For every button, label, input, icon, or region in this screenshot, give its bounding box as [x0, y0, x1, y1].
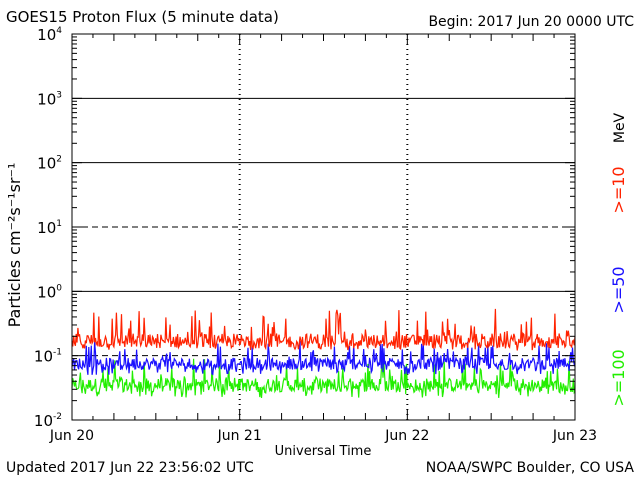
x-tick-label: Jun 23 [552, 428, 597, 444]
legend-unit: MeV [612, 112, 628, 143]
x-axis-label: Universal Time [275, 444, 372, 459]
x-tick-label: Jun 22 [384, 428, 429, 444]
chart-title: GOES15 Proton Flux (5 minute data) [6, 8, 279, 26]
series-line [71, 358, 576, 398]
x-tick-label: Jun 20 [49, 428, 94, 444]
legend-entry: >=100 [609, 349, 628, 406]
updated-timestamp: Updated 2017 Jun 22 23:56:02 UTC [6, 460, 254, 476]
credit-text: NOAA/SWPC Boulder, CO USA [425, 460, 634, 476]
series-line [71, 341, 576, 376]
y-tick-label: 10-1 [34, 348, 62, 366]
series-line [71, 308, 576, 351]
legend-entry: >=50 [609, 266, 628, 313]
begin-time: Begin: 2017 Jun 20 0000 UTC [428, 14, 634, 30]
y-tick-label: 10-2 [34, 412, 62, 430]
y-tick-label: 100 [37, 283, 62, 301]
y-tick-label: 103 [37, 90, 62, 108]
y-tick-label: 101 [37, 219, 62, 237]
x-tick-label: Jun 21 [217, 428, 262, 444]
y-tick-label: 102 [37, 155, 62, 173]
y-axis-label: Particles cm⁻²s⁻¹sr⁻¹ [5, 163, 24, 328]
y-tick-label: 104 [37, 26, 62, 44]
legend-entry: >=10 [609, 166, 628, 213]
